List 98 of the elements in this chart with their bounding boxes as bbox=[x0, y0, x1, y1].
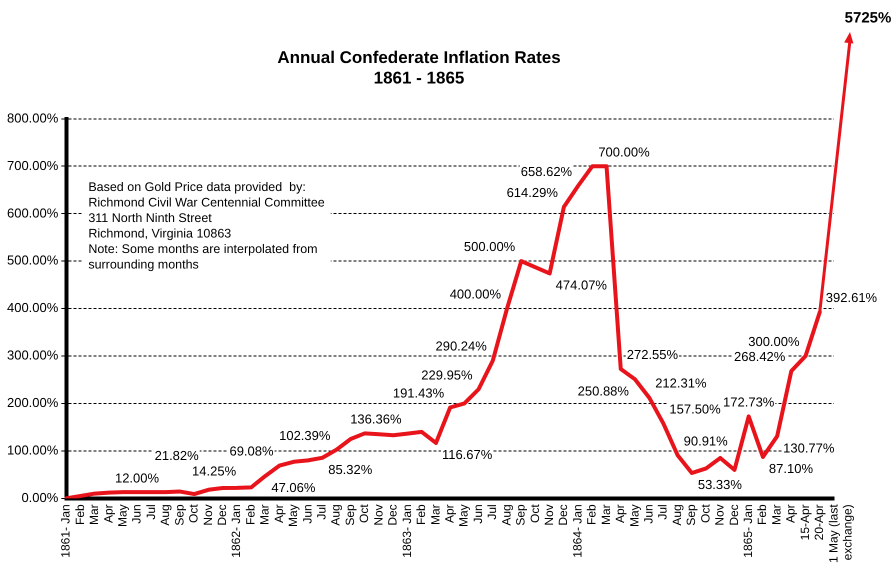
x-tick-label: Dec bbox=[726, 504, 741, 526]
data-label: 500.00% bbox=[464, 239, 516, 254]
x-tick-label: May bbox=[456, 504, 471, 527]
data-label: 21.82% bbox=[154, 448, 200, 464]
x-tick-label: Jun bbox=[470, 504, 485, 524]
data-label: 116.67% bbox=[442, 447, 493, 462]
x-tick-label: Aug bbox=[499, 504, 514, 526]
x-tick-label: Feb bbox=[414, 504, 428, 526]
data-label: 700.00% bbox=[598, 144, 650, 160]
data-label: 12.00% bbox=[114, 470, 160, 486]
data-label: 250.88% bbox=[578, 383, 630, 398]
y-tick-label: 300.00% bbox=[6, 348, 59, 363]
x-tick-label: Mar bbox=[258, 504, 272, 525]
x-tick-label: 1861- Jan bbox=[58, 504, 73, 558]
x-tick-label: Jun bbox=[642, 504, 656, 524]
data-label: 47.06% bbox=[271, 480, 316, 496]
x-tick-label: Mar bbox=[428, 504, 442, 525]
x-tick-label: 20-Apr bbox=[812, 504, 826, 540]
x-tick-label: 1 May (last exchange) bbox=[826, 504, 855, 564]
x-tick-label: Jun bbox=[130, 504, 144, 524]
y-tick-label: 200.00% bbox=[6, 395, 59, 410]
y-tick-label: 0.00% bbox=[21, 490, 59, 505]
chart-subtitle: 1861 - 1865 bbox=[374, 68, 464, 88]
x-tick-label: Jul bbox=[144, 504, 158, 520]
x-tick-label: 1865- Jan bbox=[741, 504, 756, 558]
x-tick-label: 1863- Jan bbox=[400, 504, 414, 558]
data-label: 658.62% bbox=[520, 164, 573, 179]
x-tick-label: 15-Apr bbox=[798, 504, 812, 540]
x-tick-label: Feb bbox=[72, 504, 87, 526]
x-tick-label: Dec bbox=[556, 504, 570, 526]
data-label: 90.91% bbox=[684, 433, 728, 448]
x-tick-label: Apr bbox=[784, 504, 798, 524]
x-tick-label: Oct bbox=[186, 504, 201, 523]
x-tick-label: Apr bbox=[442, 504, 456, 524]
data-label: 136.36% bbox=[350, 412, 402, 427]
y-tick-label: 600.00% bbox=[6, 205, 59, 220]
data-label: 130.77% bbox=[783, 440, 835, 456]
data-label: 268.42% bbox=[734, 349, 786, 364]
x-tick-label: May bbox=[116, 504, 130, 527]
x-tick-label: May bbox=[627, 504, 642, 527]
x-tick-label: Feb bbox=[243, 504, 258, 526]
y-tick-label: 400.00% bbox=[6, 300, 59, 316]
x-tick-label: Jul bbox=[314, 504, 329, 520]
x-tick-label: Aug bbox=[158, 504, 172, 526]
x-tick-label: Aug bbox=[670, 504, 684, 526]
data-label: 614.29% bbox=[506, 184, 558, 200]
x-tick-label: 1862- Jan bbox=[229, 504, 244, 558]
data-label: 474.07% bbox=[556, 278, 608, 292]
x-tick-label: Apr bbox=[101, 504, 116, 524]
data-label: 290.24% bbox=[435, 338, 488, 354]
data-label: 229.95% bbox=[421, 367, 474, 382]
chart-title: Annual Confederate Inflation Rates bbox=[277, 48, 561, 67]
data-label: 191.43% bbox=[392, 386, 445, 401]
data-label: 53.33% bbox=[698, 477, 742, 492]
x-tick-label: Mar bbox=[598, 504, 613, 525]
data-label: 400.00% bbox=[450, 286, 502, 302]
y-tick-label: 700.00% bbox=[6, 158, 59, 173]
x-tick-label: May bbox=[286, 504, 300, 527]
x-tick-label: Jul bbox=[656, 504, 670, 520]
x-tick-label: Oct bbox=[698, 504, 712, 523]
x-tick-label: Oct bbox=[357, 504, 372, 523]
annotation: Based on Gold Price data provided by: Richmond Civil War Centennial Committee 311 North Ninth Street Richmond, Virginia 10863 Note: Some months are interpolated from surrounding months bbox=[88, 180, 325, 272]
x-tick-label: Aug bbox=[328, 504, 343, 526]
y-tick-label: 500.00% bbox=[6, 252, 59, 268]
x-tick-label: Sep bbox=[514, 504, 528, 526]
x-tick-label: Oct bbox=[528, 504, 542, 523]
data-label: 102.39% bbox=[279, 428, 331, 443]
data-label: 87.10% bbox=[768, 461, 814, 476]
x-tick-label: Sep bbox=[684, 504, 698, 526]
x-tick-label: Nov bbox=[200, 504, 215, 526]
data-label: 392.61% bbox=[826, 290, 878, 306]
x-tick-label: 1864- Jan bbox=[570, 504, 584, 558]
y-tick-label: 800.00% bbox=[6, 110, 59, 126]
data-label: 69.08% bbox=[229, 444, 274, 459]
x-tick-label: Sep bbox=[172, 504, 186, 526]
x-tick-label: Mar bbox=[769, 504, 784, 525]
x-tick-label: Nov bbox=[712, 504, 727, 526]
x-tick-label: Feb bbox=[584, 504, 599, 526]
x-tick-label: Sep bbox=[342, 504, 357, 526]
x-tick-label: Nov bbox=[542, 504, 556, 526]
data-label: 300.00% bbox=[748, 334, 800, 350]
data-label: 14.25% bbox=[192, 464, 237, 479]
text: 5725% bbox=[844, 10, 892, 27]
x-tick-label: Dec bbox=[386, 504, 400, 526]
data-label: 272.55% bbox=[626, 347, 679, 362]
y-tick-label: 100.00% bbox=[6, 442, 59, 458]
data-label: 157.50% bbox=[669, 402, 722, 417]
data-label: 212.31% bbox=[655, 376, 707, 391]
x-tick-label: Apr bbox=[272, 504, 286, 524]
x-tick-label: Nov bbox=[371, 504, 386, 526]
x-tick-label: Feb bbox=[755, 504, 770, 526]
x-tick-label: Mar bbox=[87, 504, 102, 525]
x-tick-label: Apr bbox=[613, 504, 628, 524]
x-tick-label: Dec bbox=[215, 504, 230, 526]
data-label: 85.32% bbox=[328, 462, 373, 477]
x-tick-label: Jun bbox=[300, 504, 314, 524]
x-tick-label: Jul bbox=[485, 504, 500, 520]
data-label: 172.73% bbox=[723, 394, 775, 410]
